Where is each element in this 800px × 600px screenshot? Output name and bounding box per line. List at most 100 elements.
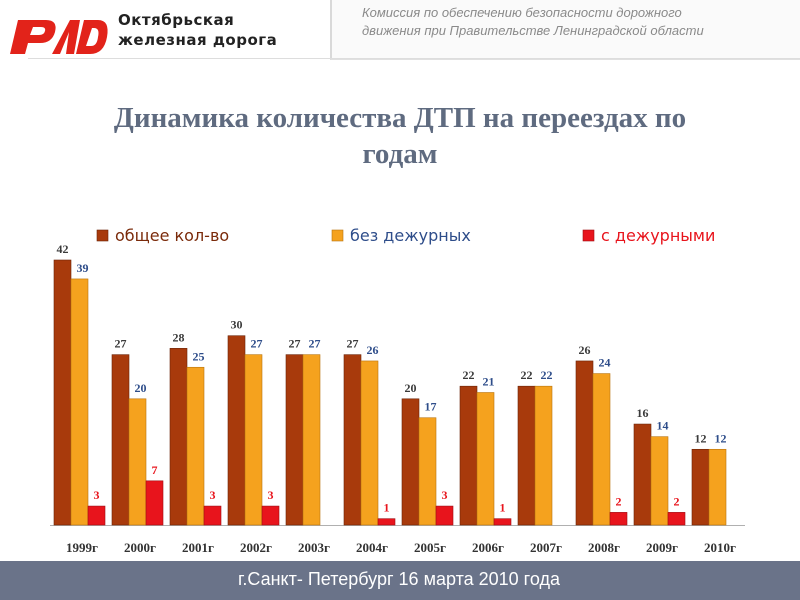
bar-total-2010г (691, 448, 710, 526)
bar-with-duty-2009г (667, 512, 686, 526)
x-tick-label: 2008г (588, 540, 620, 555)
x-tick-label: 2002г (240, 540, 272, 555)
data-label: 3 (442, 488, 448, 502)
data-label: 25 (193, 349, 205, 363)
bar-with-duty-2005г (435, 505, 454, 526)
commission-text: Комиссия по обеспечению безопасности дор… (362, 4, 792, 40)
bar-without-duty-2003г (302, 354, 321, 526)
bar-total-2003г (285, 354, 304, 526)
bar-without-duty-2008г (592, 373, 611, 526)
commission-line-2: движения при Правительстве Ленинградской… (362, 23, 704, 38)
data-label: 16 (637, 406, 649, 420)
legend-label: без дежурных (350, 226, 471, 245)
legend-label: общее кол-во (115, 226, 229, 245)
bar-without-duty-2005г (418, 417, 437, 526)
data-label: 39 (77, 261, 89, 275)
x-tick-label: 2005г (414, 540, 446, 555)
bar-without-duty-2006г (476, 392, 495, 526)
data-label: 42 (57, 242, 69, 256)
bar-without-duty-2001г (186, 366, 205, 526)
data-label: 3 (94, 488, 100, 502)
bar-with-duty-2008г (609, 512, 628, 526)
x-tick-label: 1999г (66, 540, 98, 555)
bar-total-2004г (343, 354, 362, 526)
data-label: 14 (657, 419, 669, 433)
title-line-2: годам (362, 138, 438, 170)
data-label: 27 (289, 337, 301, 351)
x-tick-label: 2010г (704, 540, 736, 555)
brand-line-1: Октябрьская (118, 11, 235, 29)
bar-without-duty-2009г (650, 436, 669, 526)
data-label: 17 (425, 400, 437, 414)
data-label: 27 (347, 337, 359, 351)
legend-swatch (96, 229, 109, 242)
bar-without-duty-2000г (128, 398, 147, 526)
data-label: 27 (309, 337, 321, 351)
bar-total-2006г (459, 385, 478, 526)
x-tick-label: 2000г (124, 540, 156, 555)
data-label: 2 (616, 494, 622, 508)
data-label: 3 (268, 488, 274, 502)
bar-total-2005г (401, 398, 420, 526)
x-tick-label: 2009г (646, 540, 678, 555)
footer-bar (0, 561, 800, 600)
bar-without-duty-2004г (360, 360, 379, 526)
bar-with-duty-1999г (87, 505, 106, 526)
brand-name: Октябрьская железная дорога (118, 10, 277, 50)
bar-with-duty-2001г (203, 505, 222, 526)
data-label: 20 (135, 381, 147, 395)
title-line-1: Динамика количества ДТП на переездах по (113, 102, 687, 134)
bar-total-2007г (517, 385, 536, 526)
data-label: 28 (173, 330, 185, 344)
bar-chart: 42 39 3 1999г 27 20 7 2000г 28 25 3 2001г 30 27 3 2002г… (50, 226, 745, 555)
data-label: 12 (715, 431, 727, 445)
data-label: 22 (521, 368, 533, 382)
commission-line-1: Комиссия по обеспечению безопасности дор… (362, 5, 682, 20)
bar-total-1999г (53, 259, 72, 526)
bar-without-duty-2007г (534, 385, 553, 526)
data-label: 30 (231, 318, 243, 332)
data-label: 26 (367, 343, 379, 357)
bar-with-duty-2002г (261, 505, 280, 526)
rzd-logo (10, 20, 108, 54)
x-tick-label: 2007г (530, 540, 562, 555)
x-tick-label: 2004г (356, 540, 388, 555)
x-tick-label: 2003г (298, 540, 330, 555)
footer-text: г.Санкт- Петербург 16 марта 2010 года (238, 569, 560, 589)
bar-total-2002г (227, 335, 246, 526)
bar-with-duty-2000г (145, 480, 164, 526)
x-tick-label: 2006г (472, 540, 504, 555)
bar-total-2008г (575, 360, 594, 526)
bar-total-2009г (633, 423, 652, 526)
data-label: 22 (541, 368, 553, 382)
legend-swatch (331, 229, 344, 242)
data-label: 26 (579, 343, 591, 357)
data-label: 1 (500, 501, 506, 515)
bar-without-duty-1999г (70, 278, 89, 526)
bar-total-2001г (169, 348, 188, 526)
data-label: 2 (674, 494, 680, 508)
data-label: 7 (152, 463, 158, 477)
data-label: 3 (210, 488, 216, 502)
data-label: 1 (384, 501, 390, 515)
bar-without-duty-2002г (244, 354, 263, 526)
data-label: 27 (115, 337, 127, 351)
bar-with-duty-2004г (377, 518, 396, 526)
data-label: 21 (483, 375, 495, 389)
bar-with-duty-2006г (493, 518, 512, 526)
data-label: 27 (251, 337, 263, 351)
header-divider (28, 58, 800, 59)
data-label: 20 (405, 381, 417, 395)
legend-swatch (582, 229, 595, 242)
commission-panel (330, 0, 800, 60)
bar-without-duty-2010г (708, 448, 727, 526)
x-tick-label: 2001г (182, 540, 214, 555)
legend-label: с дежурными (601, 226, 715, 245)
data-label: 12 (695, 431, 707, 445)
header: Октябрьская железная дорога Комиссия по … (0, 0, 800, 62)
data-label: 22 (463, 368, 475, 382)
brand-line-2: железная дорога (118, 31, 278, 49)
bar-total-2000г (111, 354, 130, 526)
data-label: 24 (599, 356, 611, 370)
slide-title: Динамика количества ДТП на переездах по … (60, 100, 740, 172)
